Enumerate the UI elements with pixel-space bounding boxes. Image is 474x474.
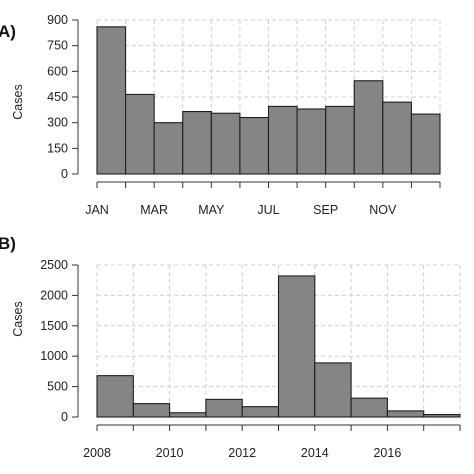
y-tick-label: 450 xyxy=(47,90,68,104)
y-tick-label: 500 xyxy=(47,380,68,394)
panel-a-y-axis-title: Cases xyxy=(11,84,25,119)
x-tick-label: SEP xyxy=(313,203,338,217)
bar-nov xyxy=(382,101,412,175)
x-tick-label: 2012 xyxy=(228,446,256,460)
bar-2015 xyxy=(350,397,388,418)
bar-2008 xyxy=(96,375,134,418)
bar-jun xyxy=(239,116,270,175)
bar-feb xyxy=(125,93,155,175)
bar-may xyxy=(210,112,241,175)
panel-a-bars xyxy=(96,26,441,175)
x-tick-label: MAR xyxy=(140,203,168,217)
x-tick-label: JAN xyxy=(85,203,109,217)
x-tick-label: 2008 xyxy=(83,446,111,460)
x-tick-label: 2014 xyxy=(301,446,329,460)
x-tick-label: NOV xyxy=(369,203,397,217)
panel-b-bars xyxy=(96,275,461,418)
bar-mar xyxy=(153,122,184,175)
bar-aug xyxy=(296,108,327,175)
bar-2009 xyxy=(132,403,171,418)
y-tick-label: 150 xyxy=(47,141,68,155)
bar-2011 xyxy=(205,398,243,418)
y-tick-label: 750 xyxy=(47,39,68,53)
bar-2013 xyxy=(277,275,316,418)
y-tick-label: 1000 xyxy=(40,349,68,363)
x-tick-label: 2010 xyxy=(156,446,184,460)
bar-2010 xyxy=(169,412,207,418)
y-tick-label: 1500 xyxy=(40,319,68,333)
y-tick-label: 0 xyxy=(61,410,68,424)
panel-b-y-axis-title: Cases xyxy=(11,301,25,336)
x-tick-label: 2016 xyxy=(373,446,401,460)
y-tick-label: 300 xyxy=(47,116,68,130)
bar-2016 xyxy=(386,410,425,418)
y-tick-label: 0 xyxy=(61,167,68,181)
bar-jul xyxy=(267,105,298,175)
panel-b-label: B) xyxy=(0,234,16,253)
y-tick-label: 600 xyxy=(47,64,68,78)
bar-apr xyxy=(182,110,212,175)
panel-a: A) Cases 0 150 300 450 600 750 900 JAN MAR MAY JUL… xyxy=(0,13,441,217)
panel-a-label: A) xyxy=(0,22,16,41)
bar-jan xyxy=(96,26,127,175)
y-tick-label: 2500 xyxy=(40,258,68,272)
panel-b: B) Cases 0 500 1000 1500 2000 2500 2008 2010 201… xyxy=(0,234,461,460)
y-tick-label: 900 xyxy=(47,13,68,27)
bar-sep xyxy=(325,105,355,175)
bar-oct xyxy=(353,80,384,175)
bar-2017 xyxy=(423,414,461,418)
bar-dec xyxy=(410,113,441,175)
x-tick-label: MAY xyxy=(198,203,225,217)
bar-2012 xyxy=(241,406,280,418)
x-tick-label: JUL xyxy=(257,203,279,217)
y-tick-label: 2000 xyxy=(40,288,68,302)
bar-2014 xyxy=(314,362,352,418)
